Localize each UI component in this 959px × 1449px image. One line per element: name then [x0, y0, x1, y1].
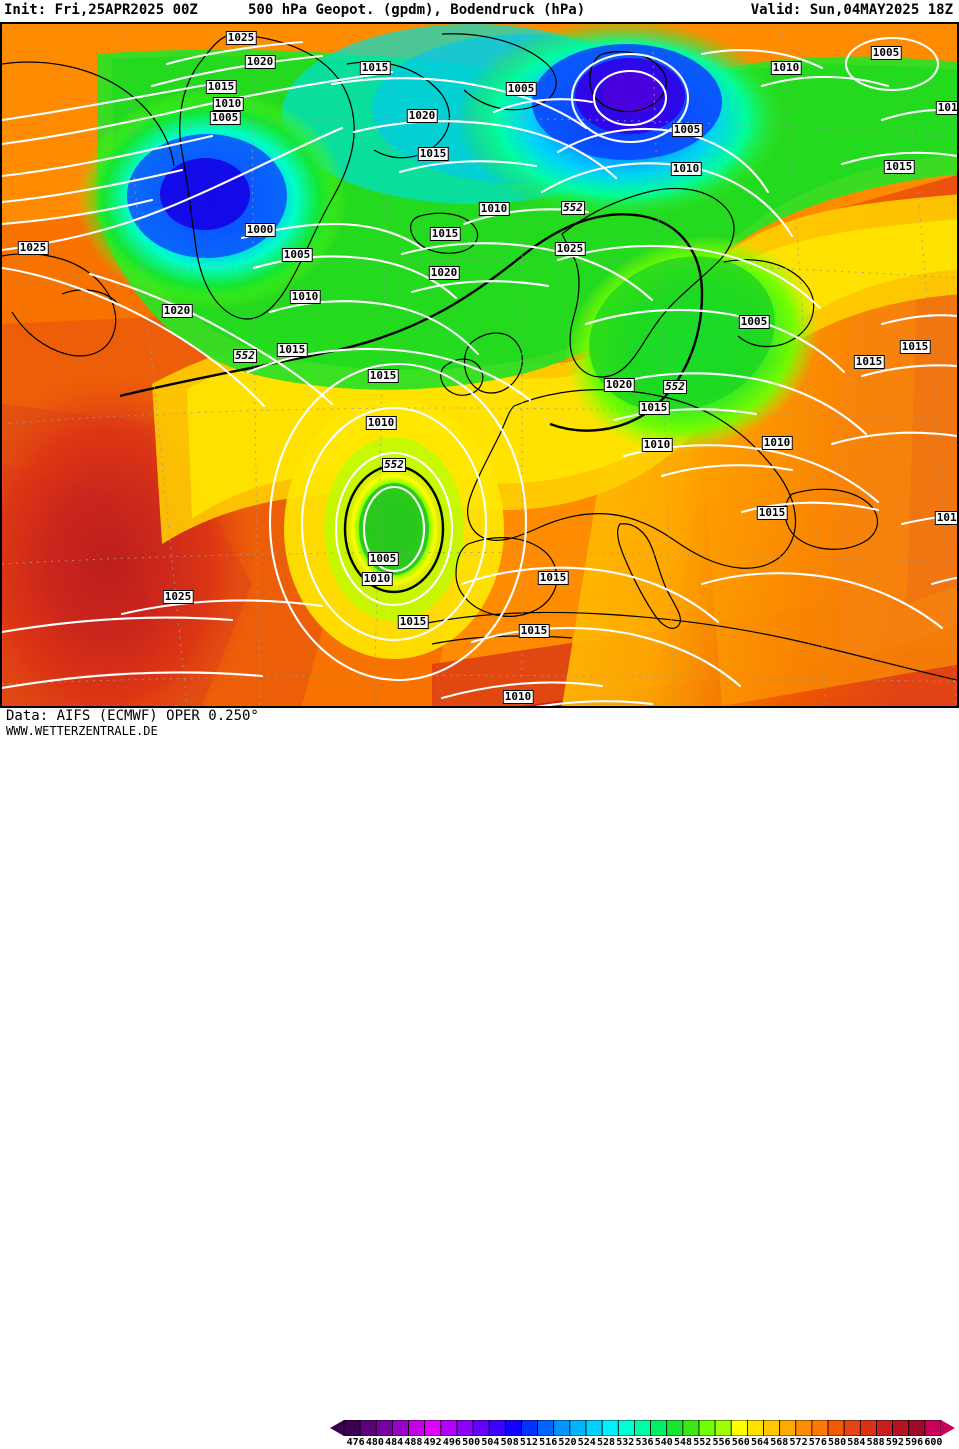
isobar-label: 1015 — [367, 369, 399, 383]
colorbar-tick: 480 — [365, 1437, 384, 1448]
height-contour-label: 552 — [663, 380, 687, 394]
isobar-label: 1010 — [935, 101, 957, 115]
data-source-label: Data: AIFS (ECMWF) OPER 0.250° — [6, 708, 259, 724]
colorbar-tick: 600 — [924, 1437, 943, 1448]
isobar-label: 1015 — [853, 355, 885, 369]
colorbar-tick: 548 — [673, 1437, 693, 1448]
isobar-label: 1015 — [638, 401, 670, 415]
colorbar-tick: 528 — [596, 1437, 615, 1448]
colorbar-tick: 512 — [519, 1437, 538, 1448]
colorbar-tick: 592 — [885, 1437, 904, 1448]
isobar-label: 1010 — [770, 61, 802, 75]
isobar-label: 1010 — [212, 97, 244, 111]
isobar-label: 1020 — [406, 109, 438, 123]
isobar-label: 1010 — [365, 416, 397, 430]
isobar-label: 1020 — [161, 304, 193, 318]
colorbar[interactable]: 476 480 484 488 492 496 500 504 508 512 516 520 524 5… — [330, 1420, 955, 1449]
isobar-label: 1015 — [417, 147, 449, 161]
geopotential-height-field — [2, 24, 957, 706]
isobar-label: 1015 — [934, 511, 957, 525]
colorbar-tick: 484 — [385, 1437, 404, 1448]
colorbar-tick: 492 — [423, 1437, 442, 1448]
colorbar-tick: 572 — [789, 1437, 808, 1448]
colorbar-swatches — [330, 1420, 955, 1436]
colorbar-tick: 584 — [847, 1437, 866, 1448]
isobar-label: 1015 — [397, 615, 429, 629]
isobar-label: 1010 — [289, 290, 321, 304]
height-contour-label: 552 — [233, 349, 257, 363]
map-footer: Data: AIFS (ECMWF) OPER 0.250° WWW.WETTE… — [0, 708, 959, 1448]
map-header: Init: Fri,25APR2025 00Z 500 hPa Geopot. … — [0, 0, 959, 22]
isobar-label: 1015 — [276, 343, 308, 357]
isobar-label: 1010 — [641, 438, 673, 452]
colorbar-tick: 560 — [731, 1437, 750, 1448]
isobar-label: 1005 — [367, 552, 399, 566]
isobar-label: 1025 — [554, 242, 586, 256]
colorbar-tick: 568 — [770, 1437, 789, 1448]
colorbar-tick: 520 — [558, 1437, 577, 1448]
colorbar-tick: 488 — [404, 1437, 423, 1448]
isobar-label: 1005 — [738, 315, 770, 329]
colorbar-tick: 588 — [866, 1437, 885, 1448]
colorbar-tick: 516 — [539, 1437, 558, 1448]
colorbar-tick: 504 — [481, 1437, 500, 1448]
colorbar-tick: 508 — [500, 1437, 519, 1448]
colorbar-tick: 576 — [808, 1437, 827, 1448]
isobar-label: 1005 — [281, 248, 313, 262]
isobar-label: 1015 — [429, 227, 461, 241]
map-title: 500 hPa Geopot. (gpdm), Bodendruck (hPa) — [248, 2, 586, 18]
isobar-label: 1010 — [670, 162, 702, 176]
isobar-label: 1015 — [359, 61, 391, 75]
isobar-label: 1015 — [205, 80, 237, 94]
isobar-label: 1005 — [870, 46, 902, 60]
isobar-label: 1010 — [361, 572, 393, 586]
height-contour-label: 552 — [561, 201, 585, 215]
colorbar-tick: 596 — [905, 1437, 924, 1448]
init-time-label: Init: Fri,25APR2025 00Z — [4, 2, 198, 18]
colorbar-tick: 552 — [693, 1437, 712, 1448]
isobar-label: 1005 — [505, 82, 537, 96]
colorbar-tick: 564 — [751, 1437, 770, 1448]
valid-time-label: Valid: Sun,04MAY2025 18Z — [750, 2, 953, 18]
isobar-label: 1010 — [502, 690, 534, 704]
colorbar-tick: 536 — [635, 1437, 654, 1448]
isobar-label: 1020 — [428, 266, 460, 280]
isobar-label: 1005 — [209, 111, 241, 125]
colorbar-tick: 476 — [346, 1437, 365, 1448]
isobar-label: 1010 — [761, 436, 793, 450]
isobar-label: 1005 — [671, 123, 703, 137]
isobar-label: 1015 — [899, 340, 931, 354]
weather-map-canvas[interactable]: 1025 1020 1025 1020 1015 1010 1005 1000 … — [0, 22, 959, 708]
colorbar-tick: 524 — [577, 1437, 596, 1448]
isobar-label: 1025 — [162, 590, 194, 604]
colorbar-tick: 540 — [654, 1437, 673, 1448]
isobar-label: 1015 — [883, 160, 915, 174]
isobar-label: 1000 — [244, 223, 276, 237]
colorbar-tick: 580 — [828, 1437, 847, 1448]
isobar-label: 1015 — [518, 624, 550, 638]
website-label: WWW.WETTERZENTRALE.DE — [6, 724, 158, 738]
isobar-label: 1025 — [17, 241, 49, 255]
isobar-label: 1015 — [537, 571, 569, 585]
isobar-label: 1025 — [225, 31, 257, 45]
isobar-label: 1010 — [478, 202, 510, 216]
height-contour-label: 552 — [382, 458, 406, 472]
isobar-label: 1015 — [756, 506, 788, 520]
colorbar-tick: 556 — [712, 1437, 731, 1448]
colorbar-tick: 496 — [442, 1437, 461, 1448]
colorbar-tick: 532 — [616, 1437, 635, 1448]
colorbar-tick: 500 — [462, 1437, 481, 1448]
isobar-label: 1020 — [244, 55, 276, 69]
isobar-label: 1020 — [603, 378, 635, 392]
